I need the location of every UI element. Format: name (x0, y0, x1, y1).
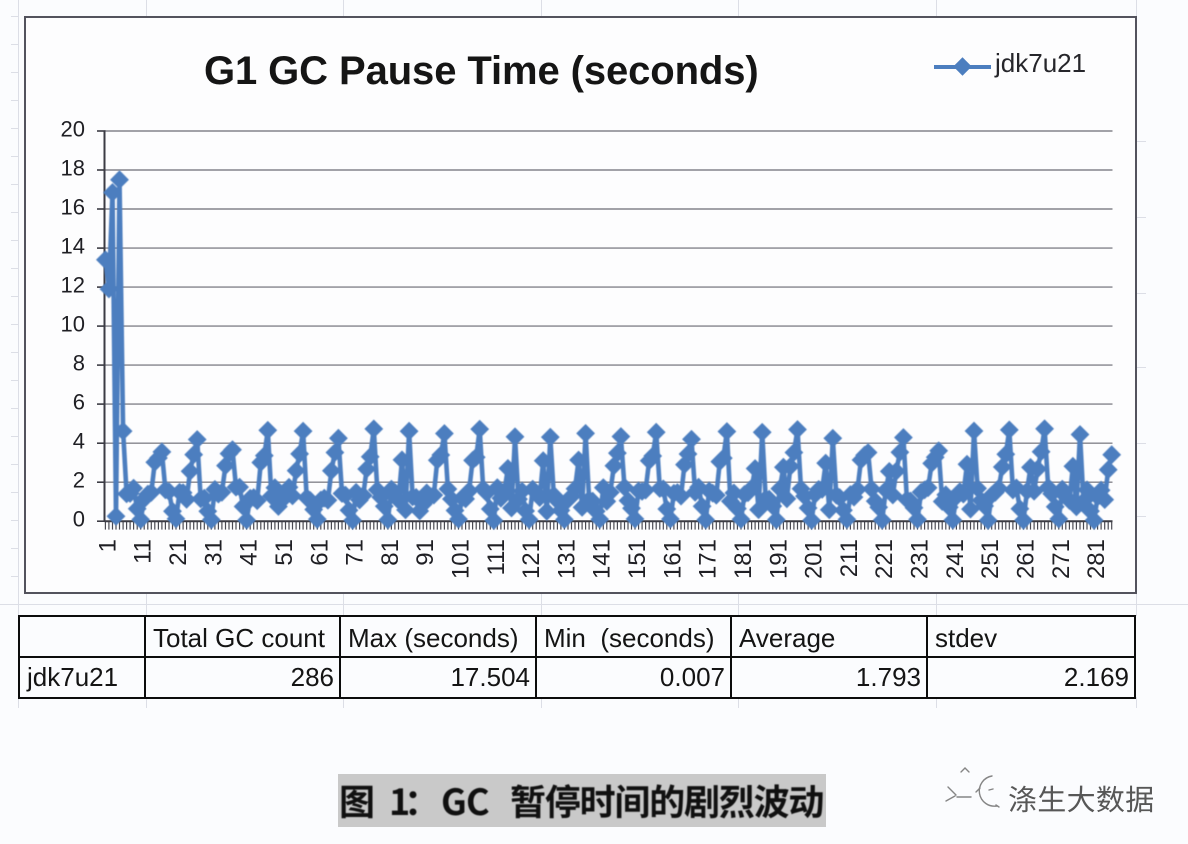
svg-text:21: 21 (165, 539, 192, 566)
svg-text:171: 171 (695, 539, 722, 579)
svg-text:81: 81 (377, 539, 404, 566)
svg-text:231: 231 (907, 539, 934, 579)
svg-text:281: 281 (1083, 539, 1110, 579)
svg-text:18: 18 (61, 156, 85, 181)
svg-text:91: 91 (412, 539, 439, 566)
svg-text:11: 11 (130, 539, 157, 564)
svg-text:71: 71 (342, 539, 369, 566)
svg-text:141: 141 (589, 539, 616, 579)
svg-text:31: 31 (200, 539, 227, 566)
svg-text:61: 61 (306, 539, 333, 566)
svg-text:251: 251 (977, 539, 1004, 579)
svg-text:6: 6 (73, 390, 85, 415)
svg-text:221: 221 (871, 539, 898, 579)
svg-text:181: 181 (730, 539, 757, 579)
svg-text:131: 131 (553, 539, 580, 579)
svg-text:101: 101 (448, 539, 475, 579)
svg-text:211: 211 (836, 539, 863, 577)
svg-text:51: 51 (271, 539, 298, 566)
svg-text:1: 1 (94, 539, 121, 552)
svg-text:2: 2 (73, 468, 85, 493)
svg-text:201: 201 (801, 539, 828, 579)
svg-text:14: 14 (61, 234, 85, 259)
svg-text:151: 151 (624, 539, 651, 579)
svg-text:41: 41 (236, 539, 263, 566)
svg-text:121: 121 (518, 539, 545, 579)
svg-text:271: 271 (1048, 539, 1075, 579)
svg-text:261: 261 (1013, 539, 1040, 579)
svg-text:4: 4 (73, 429, 85, 454)
svg-text:12: 12 (61, 273, 85, 298)
svg-text:8: 8 (73, 351, 85, 376)
svg-text:10: 10 (61, 312, 85, 337)
svg-text:0: 0 (73, 507, 85, 532)
svg-text:161: 161 (659, 539, 686, 579)
svg-text:20: 20 (61, 117, 85, 142)
svg-text:111: 111 (483, 539, 510, 575)
svg-text:241: 241 (942, 539, 969, 579)
svg-text:16: 16 (61, 195, 85, 220)
svg-text:191: 191 (765, 539, 792, 579)
